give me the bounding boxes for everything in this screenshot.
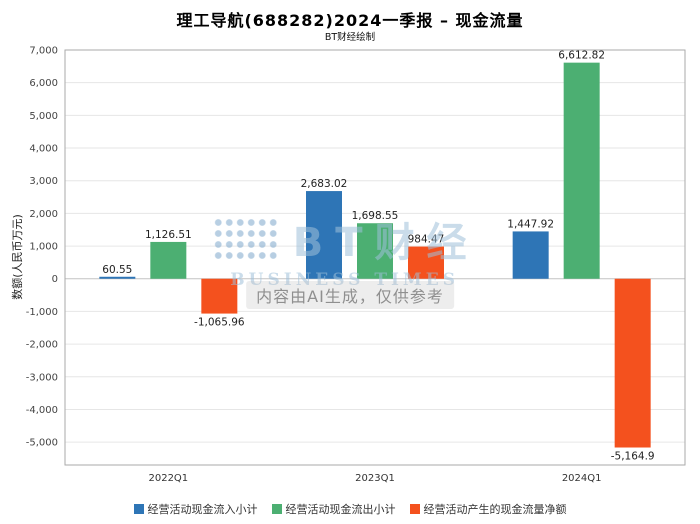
- x-tick-label: 2024Q1: [562, 473, 602, 484]
- legend-label-cash-inflow: 经营活动现金流入小计: [147, 503, 258, 516]
- bar-value-label: 1,447.92: [507, 218, 554, 230]
- legend: 经营活动现金流入小计 经营活动现金流出小计 经营活动产生的现金流量净额: [0, 501, 700, 517]
- legend-item-cash-inflow: 经营活动现金流入小计: [133, 501, 258, 517]
- bar-value-label: -1,065.96: [194, 317, 245, 329]
- legend-item-net-cash-flow: 经营活动产生的现金流量净额: [409, 501, 567, 517]
- chart-title: 理工导航(688282)2024一季报 – 现金流量: [176, 11, 524, 30]
- bar-value-label: 1,126.51: [145, 229, 192, 241]
- y-tick-label: 0: [52, 274, 58, 285]
- bar-2023Q1-series1: [357, 223, 393, 279]
- plot-border: [64, 49, 686, 466]
- y-tick-label: 4,000: [29, 144, 58, 155]
- y-tick-label: -5,000: [26, 438, 58, 449]
- bar-2022Q1-series2: [201, 278, 238, 314]
- bar-2022Q1-series1: [150, 241, 187, 279]
- bar-value-label: 60.55: [102, 264, 132, 276]
- y-tick-label: 7,000: [29, 46, 58, 57]
- y-tick-label: -1,000: [26, 307, 58, 318]
- legend-label-net-cash-flow: 经营活动产生的现金流量净额: [423, 503, 567, 516]
- y-axis-title: 数额(人民币万元): [11, 214, 24, 300]
- y-tick-label: -3,000: [26, 372, 58, 383]
- bar-value-label: 2,683.02: [301, 178, 348, 190]
- bar-2024Q1-series2: [614, 278, 651, 448]
- y-tick-label: 3,000: [29, 176, 58, 187]
- y-tick-label: 6,000: [29, 78, 58, 89]
- bar-value-label: 984.47: [408, 234, 445, 246]
- y-tick-label: -4,000: [26, 405, 58, 416]
- legend-item-cash-outflow: 经营活动现金流出小计: [271, 501, 396, 517]
- legend-swatch-cash-inflow: [133, 504, 144, 514]
- bar-2023Q1-series0: [306, 191, 342, 279]
- y-tick-label: 5,000: [29, 111, 58, 122]
- bar-2024Q1-series1: [563, 62, 600, 279]
- ai-generated-notice: 内容由AI生成，仅供参考: [246, 281, 454, 309]
- legend-swatch-cash-outflow: [271, 504, 282, 514]
- bar-value-label: 6,612.82: [558, 50, 605, 62]
- y-tick-label: 2,000: [29, 209, 58, 220]
- bar-value-label: 1,698.55: [352, 210, 399, 222]
- bar-2022Q1-series0: [99, 276, 136, 279]
- chart-subtitle: BT财经绘制: [324, 32, 376, 43]
- x-tick-label: 2022Q1: [148, 473, 188, 484]
- bar-value-label: -5,164.9: [611, 451, 655, 463]
- y-tick-label: -2,000: [26, 340, 58, 351]
- bar-2023Q1-series2: [408, 246, 444, 279]
- bar-2024Q1-series0: [512, 231, 549, 279]
- y-tick-label: 1,000: [29, 242, 58, 253]
- legend-label-cash-outflow: 经营活动现金流出小计: [285, 503, 396, 516]
- legend-swatch-net-cash-flow: [409, 504, 420, 514]
- x-tick-label: 2023Q1: [355, 473, 395, 484]
